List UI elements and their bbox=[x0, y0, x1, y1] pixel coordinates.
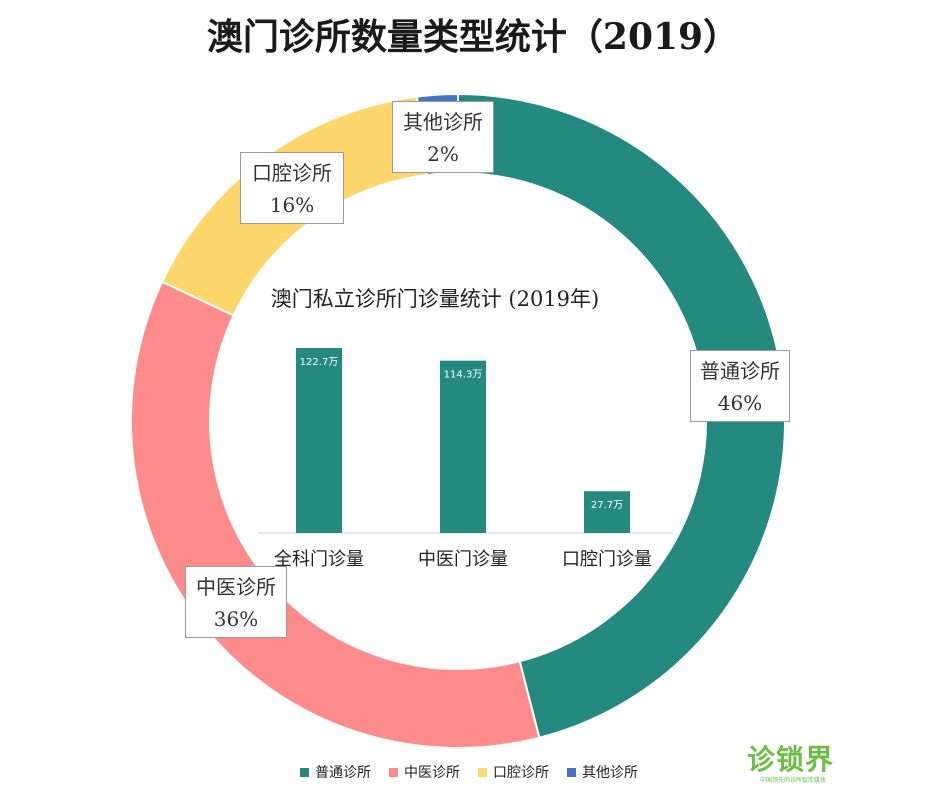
callout-value: 2% bbox=[427, 142, 459, 166]
callout-value: 36% bbox=[213, 607, 259, 631]
bar-value-label-2: 27.7万 bbox=[591, 500, 623, 511]
bar-category-label-0: 全科门诊量 bbox=[274, 549, 364, 570]
legend-label: 口腔诊所 bbox=[493, 765, 549, 781]
callout-dental-clinic: 口腔诊所 16% bbox=[240, 152, 344, 224]
donut-slice-0 bbox=[457, 92, 786, 739]
bar-0 bbox=[296, 348, 342, 533]
legend-label: 中医诊所 bbox=[404, 765, 460, 781]
bar-2 bbox=[584, 491, 630, 533]
callout-other-clinic: 其他诊所 2% bbox=[392, 101, 494, 173]
legend-swatch-chinese bbox=[389, 767, 398, 777]
bar-category-label-1: 中医门诊量 bbox=[418, 549, 508, 570]
legend-label: 其他诊所 bbox=[582, 765, 638, 781]
brand-logo: 诊锁界 bbox=[747, 743, 835, 776]
callout-label: 中医诊所 bbox=[196, 575, 276, 599]
chart-title: 澳门诊所数量类型统计（2019） bbox=[206, 16, 740, 58]
callout-value: 46% bbox=[717, 391, 763, 415]
legend-item: 普通诊所 bbox=[300, 762, 371, 782]
bar-value-label-0: 122.7万 bbox=[300, 357, 339, 368]
bar-category-label-2: 口腔门诊量 bbox=[562, 549, 652, 570]
legend: 普通诊所 中医诊所 口腔诊所 其他诊所 bbox=[300, 762, 700, 782]
callout-chinese-medicine-clinic: 中医诊所 36% bbox=[185, 566, 287, 638]
brand-logo-subtitle: 中国领先的诊所智库媒体 bbox=[759, 777, 826, 784]
legend-item: 口腔诊所 bbox=[478, 762, 549, 782]
inner-bar-chart-title: 澳门私立诊所门诊量统计 (2019年) bbox=[270, 287, 600, 311]
callout-label: 其他诊所 bbox=[403, 110, 483, 134]
legend-swatch-other bbox=[567, 767, 576, 777]
legend-item: 中医诊所 bbox=[389, 762, 460, 782]
legend-item: 其他诊所 bbox=[567, 762, 638, 782]
callout-label: 普通诊所 bbox=[700, 359, 780, 383]
legend-swatch-general bbox=[300, 767, 309, 777]
bar-value-label-1: 114.3万 bbox=[444, 370, 483, 381]
callout-general-clinic: 普通诊所 46% bbox=[690, 350, 790, 422]
callout-label: 口腔诊所 bbox=[252, 161, 332, 185]
callout-value: 16% bbox=[269, 193, 315, 217]
bar-1 bbox=[440, 360, 486, 533]
legend-label: 普通诊所 bbox=[315, 765, 371, 781]
legend-swatch-dental bbox=[478, 767, 487, 777]
